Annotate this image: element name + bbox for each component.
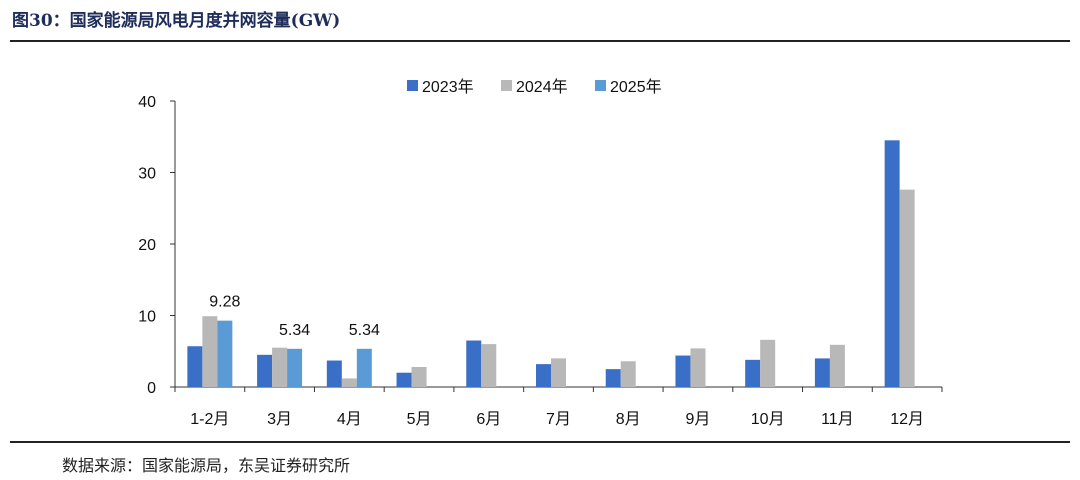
bar xyxy=(551,358,566,387)
bar xyxy=(187,346,203,387)
bar xyxy=(217,320,233,387)
bar xyxy=(690,348,706,387)
bar xyxy=(760,339,776,387)
legend-swatch xyxy=(595,80,606,91)
x-tick-label: 9月 xyxy=(686,411,711,428)
data-label: 9.28 xyxy=(209,294,240,311)
footer-divider xyxy=(10,441,1070,443)
legend-swatch xyxy=(501,80,512,91)
x-tick-label: 12月 xyxy=(890,411,924,428)
bar xyxy=(536,364,551,387)
header-divider xyxy=(10,40,1070,42)
x-tick-label: 3月 xyxy=(267,411,292,428)
bar xyxy=(257,354,273,387)
data-label: 5.34 xyxy=(349,322,380,339)
legend-label: 2025年 xyxy=(610,78,662,96)
data-label: 5.34 xyxy=(279,322,310,339)
x-tick-label: 6月 xyxy=(476,411,501,428)
x-tick-label: 4月 xyxy=(337,411,362,428)
y-tick-label: 30 xyxy=(138,166,156,183)
x-tick-label: 11月 xyxy=(821,411,854,428)
bar xyxy=(272,347,288,387)
x-tick-label: 1-2月 xyxy=(190,411,229,428)
bar xyxy=(620,361,636,387)
y-tick-label: 10 xyxy=(138,309,156,326)
chart-title: 图30：国家能源局风电月度并网容量(GW) xyxy=(12,11,341,31)
bar xyxy=(411,366,427,387)
bar xyxy=(675,355,691,387)
bar xyxy=(202,316,218,387)
y-tick-label: 40 xyxy=(138,94,156,111)
bar xyxy=(814,358,830,387)
legend-label: 2024年 xyxy=(516,78,568,96)
bar xyxy=(341,378,357,387)
bar xyxy=(356,348,372,387)
bar xyxy=(466,340,482,387)
legend-label: 2023年 xyxy=(422,78,474,96)
bar xyxy=(396,372,412,387)
bar xyxy=(829,344,845,387)
source-note: 数据来源：国家能源局，东吴证券研究所 xyxy=(62,456,351,475)
legend-swatch xyxy=(407,80,418,91)
y-tick-label: 0 xyxy=(147,380,156,397)
x-tick-label: 8月 xyxy=(616,411,641,428)
bar xyxy=(884,140,900,387)
x-tick-label: 10月 xyxy=(751,411,785,428)
bar xyxy=(481,344,497,387)
x-tick-label: 7月 xyxy=(546,411,571,428)
x-tick-label: 5月 xyxy=(407,411,432,428)
bar xyxy=(287,348,303,387)
bar xyxy=(745,359,761,387)
y-tick-label: 20 xyxy=(138,237,156,254)
bar xyxy=(326,360,342,387)
bar xyxy=(605,369,621,387)
bar xyxy=(899,189,915,387)
